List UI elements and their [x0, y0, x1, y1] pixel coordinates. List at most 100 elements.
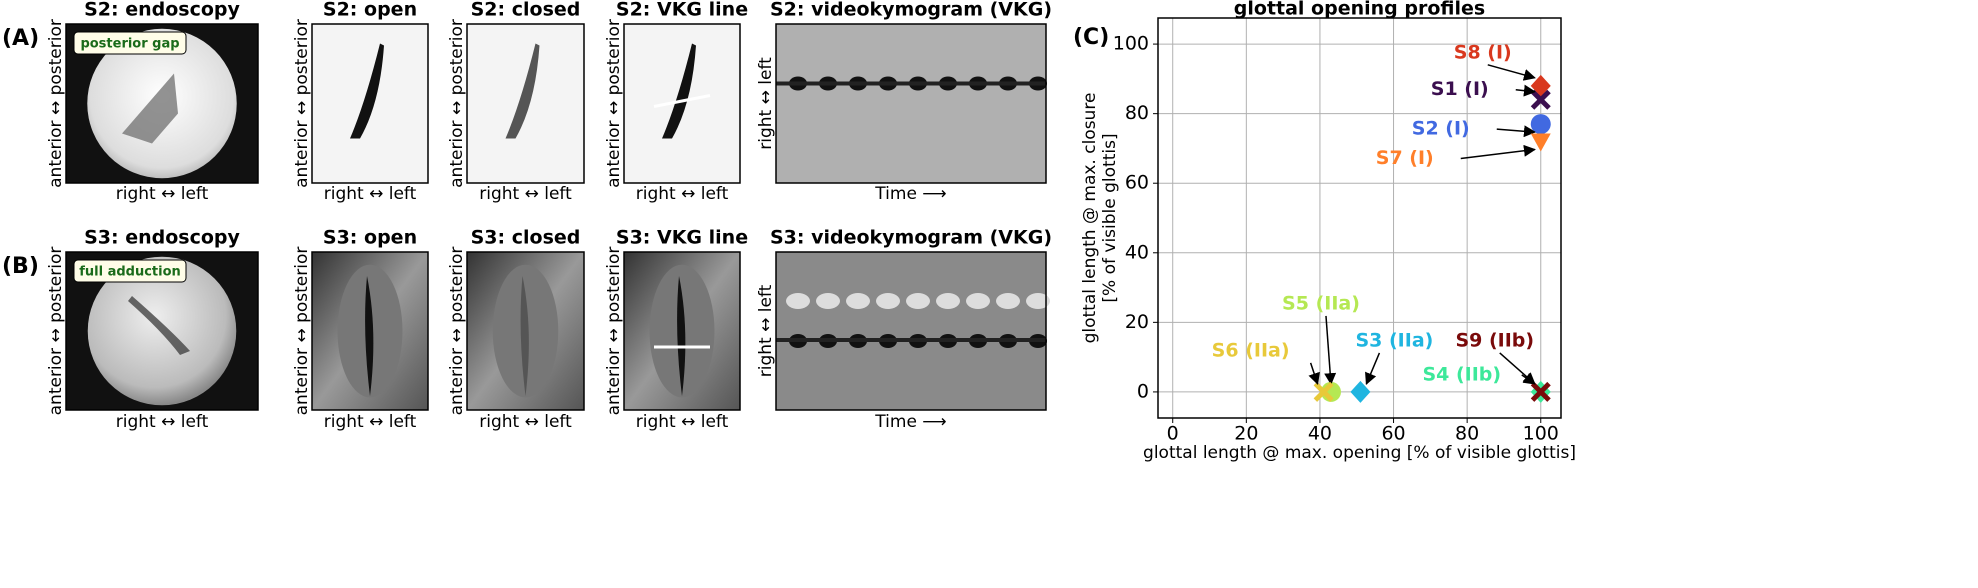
point: [1530, 133, 1551, 152]
y-axis-label: anterior ↔ posterior: [447, 19, 467, 188]
y-tick-label: 60: [1125, 172, 1149, 194]
image: [466, 23, 585, 184]
panel-title: S2: endoscopy: [84, 0, 240, 21]
glottis: [662, 43, 696, 139]
image: [775, 251, 1050, 411]
annotation-arrow: [1308, 362, 1320, 386]
x-axis-label: right ↔ left: [116, 184, 209, 204]
panel-label: (C): [1073, 25, 1109, 50]
x-axis-label: right ↔ left: [636, 184, 729, 204]
y-tick-label: 80: [1125, 102, 1149, 124]
image: [623, 251, 741, 411]
image: [466, 251, 585, 411]
y-axis-label: anterior ↔ posterior: [292, 19, 312, 188]
annotation-arrow: [1365, 352, 1381, 386]
image: [623, 23, 741, 184]
badge-box: [73, 31, 187, 55]
y-tick-label: 20: [1125, 311, 1149, 333]
vkg-light: [1026, 293, 1050, 309]
vkg-light: [996, 293, 1020, 309]
panel-title: S2: open: [323, 0, 417, 21]
x-tick-label: 0: [1167, 423, 1179, 445]
image-frame: [775, 23, 1047, 184]
image-frame: [623, 251, 741, 411]
image-frame: [775, 251, 1047, 411]
image-frame: [466, 251, 585, 411]
annotation: S3 (IIa): [1355, 329, 1433, 351]
annotation: S9 (IIb): [1455, 329, 1534, 351]
image-bg: [776, 24, 1046, 183]
x-axis-label: Time ⟶: [874, 184, 946, 204]
panel-title: S3: VKG line: [616, 227, 748, 249]
plot-frame: [1157, 17, 1562, 419]
panel-title: S2: videokymogram (VKG): [770, 0, 1052, 21]
point: [1313, 381, 1334, 402]
glottis: [122, 73, 178, 144]
annotation: S6 (IIa): [1212, 339, 1290, 361]
image-frame: [623, 23, 741, 184]
y-axis-label: anterior ↔ posterior: [447, 247, 467, 416]
annotation-arrow: [1487, 64, 1536, 81]
x-axis-label: glottal length @ max. opening [% of visi…: [1143, 443, 1576, 463]
image-frame: [65, 251, 259, 411]
annotation: S2 (I): [1412, 118, 1470, 140]
vkg-band: [776, 338, 1046, 342]
badge-box: [73, 259, 187, 283]
y-tick-label: 100: [1113, 33, 1149, 55]
panel-title: S3: endoscopy: [84, 227, 240, 249]
annotation-arrow: [1324, 315, 1337, 386]
annotation: S7 (I): [1376, 147, 1434, 169]
y-axis-label: right ↔ left: [756, 57, 776, 150]
glottis: [350, 43, 384, 139]
point: [1350, 380, 1371, 403]
x-axis-label: right ↔ left: [636, 412, 729, 432]
image-frame: [466, 23, 585, 184]
y-axis-label: anterior ↔ posterior: [604, 19, 624, 188]
vkg-light: [906, 293, 930, 309]
image-frame: [311, 23, 429, 184]
y-axis-label: anterior ↔ posterior: [46, 19, 66, 188]
x-axis-label: Time ⟶: [874, 412, 946, 432]
y-axis-label: [% of visible glottis]: [1100, 133, 1120, 302]
image-bg: [776, 252, 1046, 410]
x-tick-label: 100: [1523, 423, 1559, 445]
badge: posterior gap: [80, 37, 179, 52]
vkg-light: [786, 293, 810, 309]
vkg-band: [776, 81, 1046, 86]
y-axis-label: glottal length @ max. closure: [1080, 93, 1100, 344]
x-axis-label: right ↔ left: [479, 412, 572, 432]
image: [311, 23, 429, 184]
annotation: S5 (IIa): [1282, 292, 1360, 314]
annotation-arrow: [1496, 125, 1536, 138]
vkg-light: [816, 293, 840, 309]
x-axis-label: right ↔ left: [324, 184, 417, 204]
chart-title: glottal opening profiles: [1234, 0, 1485, 20]
y-tick-label: 0: [1137, 380, 1149, 402]
y-axis-label: right ↔ left: [756, 284, 776, 377]
glottis: [520, 276, 529, 396]
glottis: [677, 276, 686, 396]
vkg-light: [966, 293, 990, 309]
panel-title: S2: closed: [471, 0, 581, 21]
panel-title: S2: VKG line: [616, 0, 748, 21]
row-label: (B): [2, 254, 39, 279]
panel-title: S3: closed: [471, 227, 581, 249]
vkg-light: [936, 293, 960, 309]
vkg-light: [846, 293, 870, 309]
y-axis-label: anterior ↔ posterior: [292, 247, 312, 416]
image: [311, 251, 429, 411]
x-axis-label: right ↔ left: [116, 412, 209, 432]
glottis: [505, 43, 540, 139]
annotation: S4 (IIb): [1422, 363, 1501, 385]
vkg-line: [653, 94, 711, 108]
image-frame: [65, 23, 259, 184]
badge: full adduction: [79, 265, 181, 280]
point: [1530, 381, 1551, 402]
row-label: (A): [2, 26, 39, 51]
y-axis-label: anterior ↔ posterior: [604, 247, 624, 416]
x-tick-label: 60: [1381, 423, 1405, 445]
annotation-arrow: [1515, 84, 1536, 97]
annotation: S8 (I): [1454, 41, 1512, 63]
panel-title: S3: open: [323, 227, 417, 249]
